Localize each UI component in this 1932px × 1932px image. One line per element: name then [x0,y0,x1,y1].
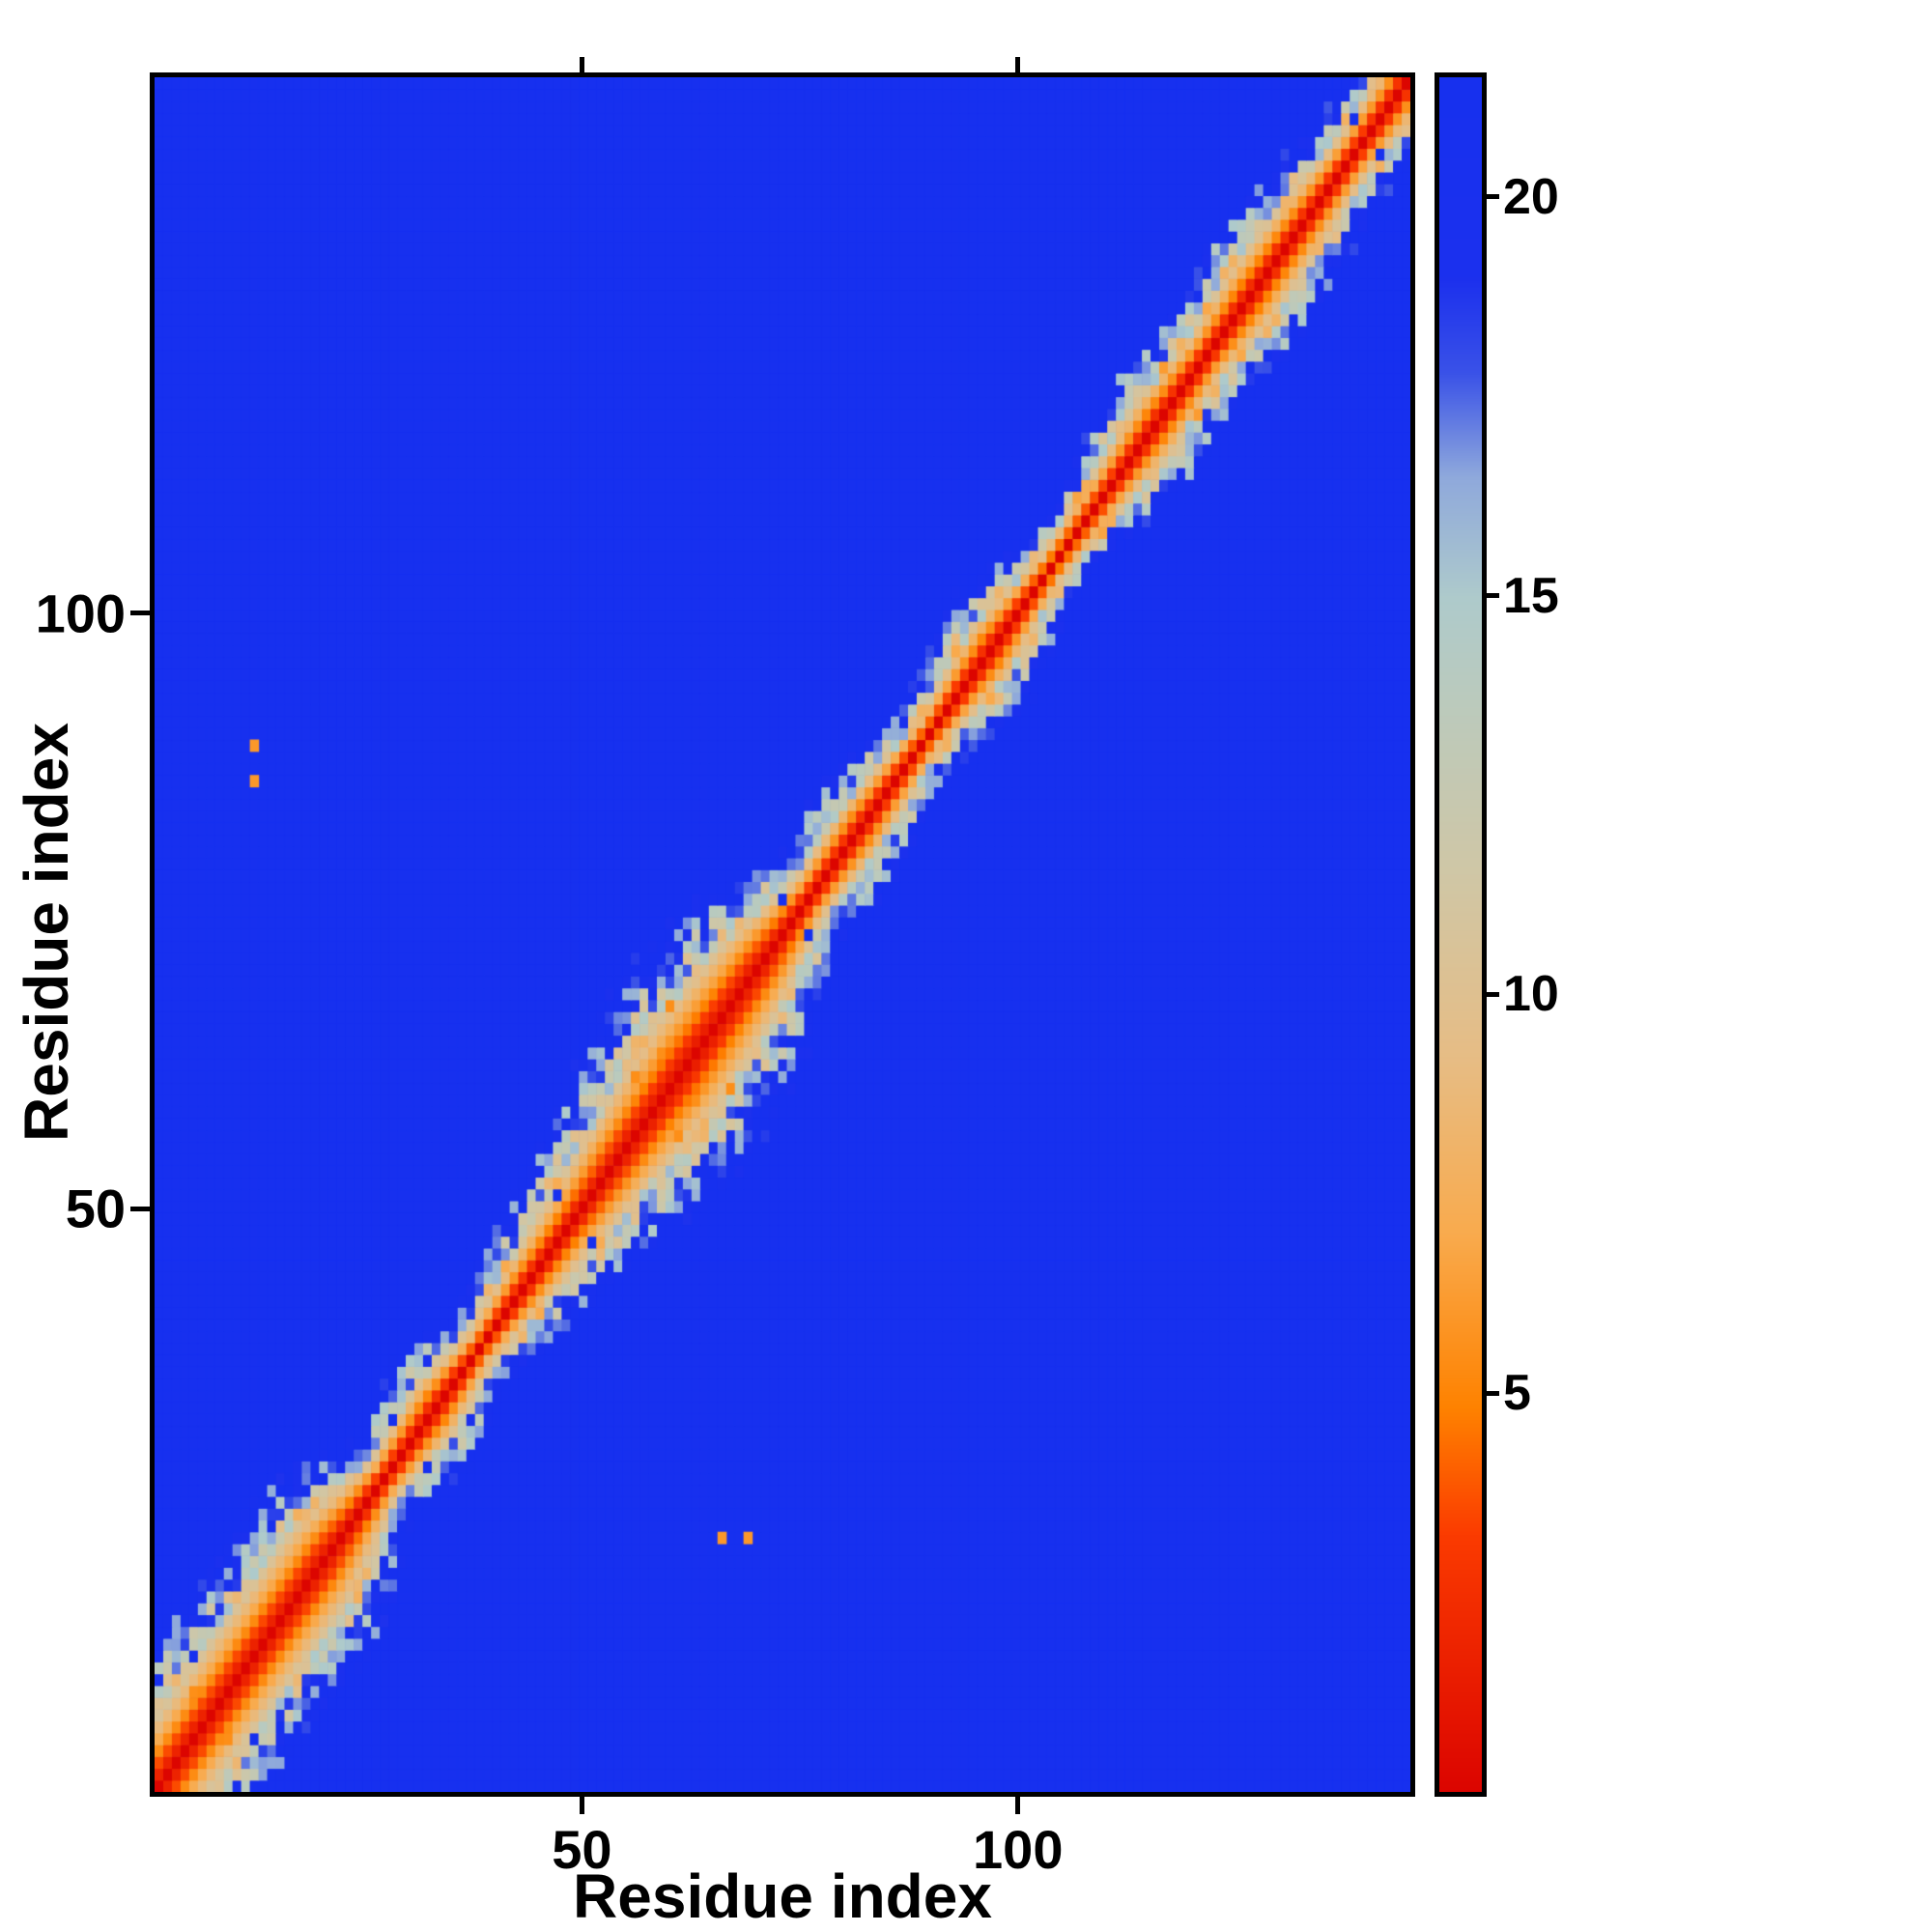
colorbar-tick-label: 10 [1503,966,1559,1023]
y-axis-label: Residue index [12,723,81,1142]
colorbar-tick-mark [1487,1390,1499,1396]
heatmap-canvas [155,77,1410,1792]
y-tick-mark [130,611,150,616]
colorbar-tick-label: 15 [1503,567,1559,624]
x-tick-label: 100 [973,1819,1064,1880]
x-tick-mark [1015,1797,1021,1814]
plot-area [150,72,1415,1797]
x-tick-mark [579,1797,584,1814]
y-tick-label: 50 [65,1178,126,1239]
x-tick-mark-top [579,57,584,72]
y-tick-label: 100 [35,582,126,644]
colorbar-tick-mark [1487,593,1499,599]
y-tick-mark [130,1206,150,1211]
colorbar-gradient [1439,77,1482,1792]
x-axis-label: Residue index [573,1861,992,1931]
colorbar [1435,72,1487,1797]
x-tick-mark-top [1015,57,1021,72]
colorbar-tick-mark [1487,991,1499,997]
colorbar-tick-label: 5 [1503,1365,1531,1422]
colorbar-tick-mark [1487,194,1499,200]
x-tick-label: 50 [552,1819,612,1880]
colorbar-tick-label: 20 [1503,168,1559,225]
